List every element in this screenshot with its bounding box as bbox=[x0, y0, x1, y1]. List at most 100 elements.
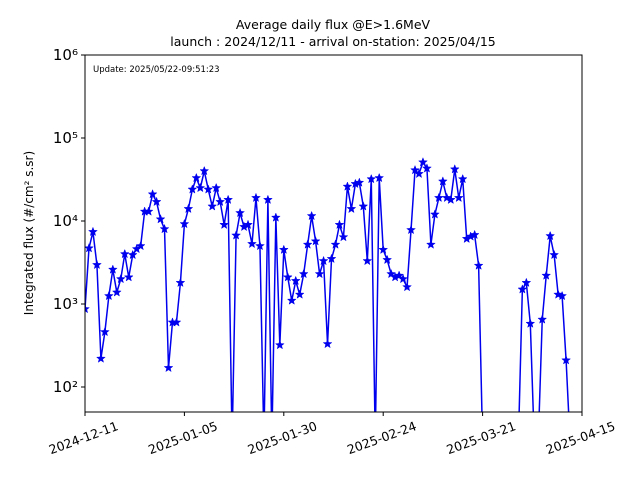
data-point bbox=[155, 214, 166, 224]
data-point bbox=[549, 249, 560, 260]
data-point bbox=[147, 189, 158, 199]
data-point bbox=[545, 230, 556, 241]
data-point bbox=[402, 281, 413, 292]
data-point bbox=[322, 338, 333, 349]
data-point bbox=[421, 163, 432, 173]
data-point bbox=[441, 192, 452, 203]
data-point bbox=[530, 438, 539, 446]
data-point bbox=[85, 303, 90, 314]
data-point bbox=[183, 203, 194, 214]
data-point bbox=[191, 172, 202, 183]
data-point bbox=[207, 201, 218, 211]
data-point bbox=[382, 254, 393, 265]
x-tick-label: 2025-02-24 bbox=[345, 418, 418, 457]
data-point bbox=[429, 209, 440, 219]
data-point bbox=[318, 255, 329, 266]
x-tick-label: 2025-01-05 bbox=[146, 418, 219, 457]
data-point bbox=[175, 277, 186, 288]
data-point bbox=[445, 194, 456, 205]
data-point bbox=[457, 173, 468, 184]
data-point bbox=[302, 239, 313, 249]
data-point bbox=[449, 164, 460, 174]
data-point bbox=[338, 231, 349, 242]
data-point bbox=[103, 290, 114, 301]
chart-title: Average daily flux @E>1.6MeV bbox=[236, 17, 431, 32]
data-point bbox=[521, 277, 532, 288]
x-tick-label: 2025-04-15 bbox=[544, 418, 617, 457]
y-tick-label: 10⁴ bbox=[53, 212, 78, 230]
data-point bbox=[410, 164, 420, 175]
annotation: Update: 2025/05/22-09:51:23 bbox=[93, 65, 220, 75]
data-point bbox=[223, 194, 234, 205]
data-point bbox=[211, 182, 222, 193]
data-point bbox=[235, 207, 246, 218]
data-point bbox=[203, 184, 214, 194]
y-tick-label: 10³ bbox=[53, 295, 78, 313]
data-point bbox=[294, 289, 305, 299]
data-point bbox=[425, 239, 436, 249]
data-point bbox=[298, 268, 309, 279]
data-point bbox=[437, 176, 448, 186]
data-point bbox=[398, 273, 409, 284]
data-point bbox=[247, 238, 257, 249]
data-point bbox=[306, 210, 317, 221]
data-point bbox=[159, 223, 170, 234]
data-point bbox=[310, 236, 321, 246]
data-point bbox=[171, 317, 182, 327]
axes-frame bbox=[84, 54, 583, 413]
data-point bbox=[199, 165, 210, 176]
data-point bbox=[290, 275, 301, 286]
data-point bbox=[374, 172, 385, 183]
data-point bbox=[187, 184, 198, 194]
data-point bbox=[127, 249, 138, 260]
data-point bbox=[366, 173, 377, 184]
data-point bbox=[525, 318, 536, 328]
data-point bbox=[453, 192, 464, 203]
data-point bbox=[231, 230, 242, 240]
data-point bbox=[282, 272, 293, 282]
data-point bbox=[115, 273, 126, 284]
plot-area bbox=[85, 157, 572, 446]
x-tick-label: 2024-12-11 bbox=[47, 418, 120, 457]
data-point bbox=[406, 224, 416, 235]
data-point bbox=[107, 264, 118, 274]
data-point bbox=[111, 287, 122, 297]
data-point bbox=[537, 314, 548, 324]
data-point bbox=[123, 272, 134, 282]
data-point bbox=[342, 181, 353, 191]
data-point bbox=[473, 260, 484, 270]
data-point bbox=[270, 212, 281, 222]
data-point bbox=[91, 259, 102, 270]
data-point bbox=[262, 194, 273, 205]
y-tick-label: 10² bbox=[53, 378, 78, 396]
data-point bbox=[243, 219, 253, 230]
data-point bbox=[326, 253, 337, 264]
y-tick-label: 10⁶ bbox=[53, 46, 78, 64]
data-point bbox=[354, 177, 365, 187]
data-point bbox=[251, 192, 261, 203]
data-point bbox=[179, 218, 190, 229]
data-point bbox=[195, 182, 206, 193]
data-point bbox=[215, 196, 226, 207]
data-point bbox=[418, 157, 428, 167]
y-axis-label: Integrated flux (#/cm² s.sr) bbox=[22, 151, 36, 315]
data-point bbox=[334, 219, 345, 230]
data-point bbox=[314, 268, 325, 279]
data-point bbox=[278, 244, 289, 255]
x-tick-label: 2025-01-30 bbox=[246, 418, 319, 457]
data-point bbox=[163, 362, 174, 373]
data-point bbox=[346, 203, 357, 214]
data-point bbox=[362, 255, 373, 266]
data-point bbox=[151, 196, 162, 207]
data-point bbox=[358, 201, 369, 211]
data-point bbox=[95, 353, 106, 363]
data-point bbox=[414, 168, 424, 179]
chart-subtitle: launch : 2024/12/11 - arrival on-station… bbox=[170, 34, 495, 49]
data-point bbox=[85, 243, 94, 253]
data-point bbox=[99, 326, 110, 337]
data-point bbox=[378, 244, 389, 255]
y-tick-label: 10⁵ bbox=[53, 129, 78, 147]
data-point bbox=[143, 206, 154, 216]
data-point bbox=[228, 438, 237, 446]
